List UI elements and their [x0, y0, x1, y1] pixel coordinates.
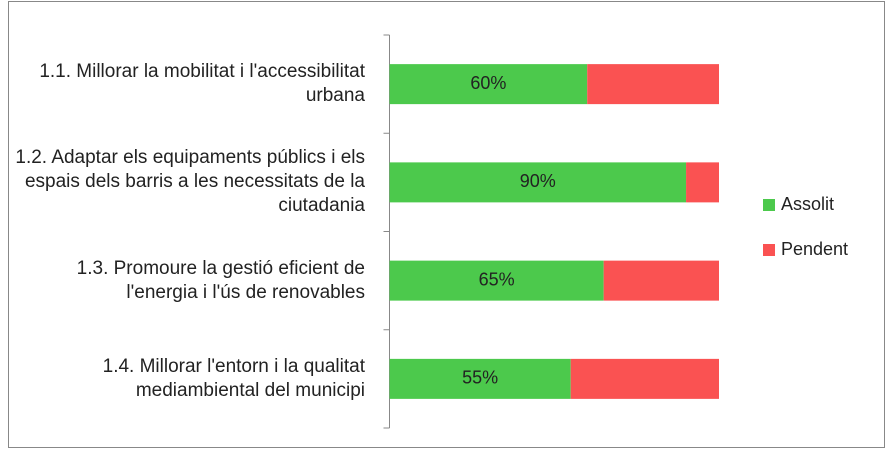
category-label: 1.3. Promoure la gestió eficient de l'en…: [76, 257, 365, 303]
legend-label: Assolit: [781, 194, 834, 214]
bar-segment: [587, 64, 719, 105]
bar-segment: [389, 260, 604, 301]
legend-label: Pendent: [781, 239, 848, 259]
bar-segment: [389, 162, 687, 203]
data-label: 90%: [520, 171, 556, 191]
frame: [8, 1, 885, 448]
legend-swatch: [763, 244, 775, 256]
bar-segment: [389, 358, 571, 399]
category-label: 1.4. Millorar l'entorn i la qualitat med…: [102, 355, 365, 401]
legend-swatch: [763, 199, 775, 211]
bar-segment: [389, 64, 588, 105]
category-label: 1.1. Millorar la mobilitat i l'accessibi…: [39, 61, 365, 107]
bar-segment: [603, 260, 719, 301]
bar-segment: [686, 162, 719, 203]
category-label: 1.2. Adaptar els equipaments públics i e…: [15, 147, 365, 217]
data-label: 55%: [462, 368, 498, 388]
data-label: 60%: [470, 73, 506, 93]
bar-segment: [570, 358, 719, 399]
data-label: 65%: [479, 269, 515, 289]
